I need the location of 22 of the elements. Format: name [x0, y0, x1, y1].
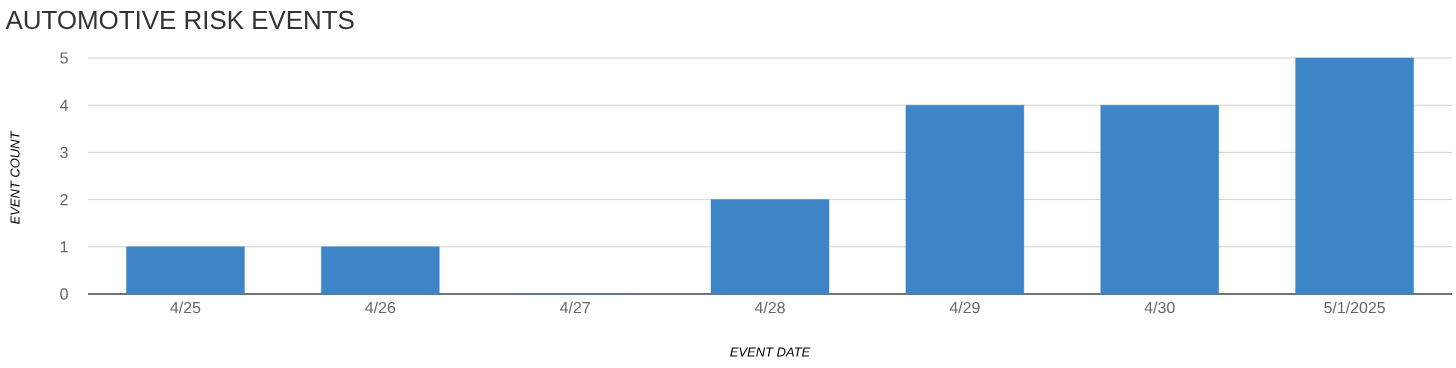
y-axis-title: EVENT COUNT — [10, 130, 20, 224]
y-tick-label: 0 — [60, 288, 68, 300]
x-axis-title: EVENT DATE — [730, 347, 811, 357]
x-tick-label: 4/27 — [560, 301, 590, 314]
y-tick-label: 4 — [59, 99, 69, 111]
bar — [710, 199, 830, 295]
bar — [126, 246, 245, 295]
bar — [321, 246, 440, 295]
x-tick-label: 5/1/2025 — [1324, 301, 1385, 314]
bar — [905, 105, 1025, 295]
x-tick-label: 4/26 — [365, 301, 396, 314]
x-tick-label: 4/30 — [1144, 301, 1175, 314]
bar — [1295, 57, 1414, 295]
y-tick-label: 1 — [60, 241, 68, 253]
bar — [1100, 105, 1219, 295]
y-tick-label: 2 — [60, 194, 68, 206]
y-tick-label: 3 — [60, 146, 68, 159]
x-tick-label: 4/28 — [754, 301, 785, 314]
y-tick-label: 5 — [60, 52, 68, 64]
x-tick-label: 4/25 — [170, 301, 201, 314]
chart-title: AUTOMOTIVE RISK EVENTS — [5, 10, 354, 30]
x-tick-label: 4/29 — [949, 301, 980, 314]
